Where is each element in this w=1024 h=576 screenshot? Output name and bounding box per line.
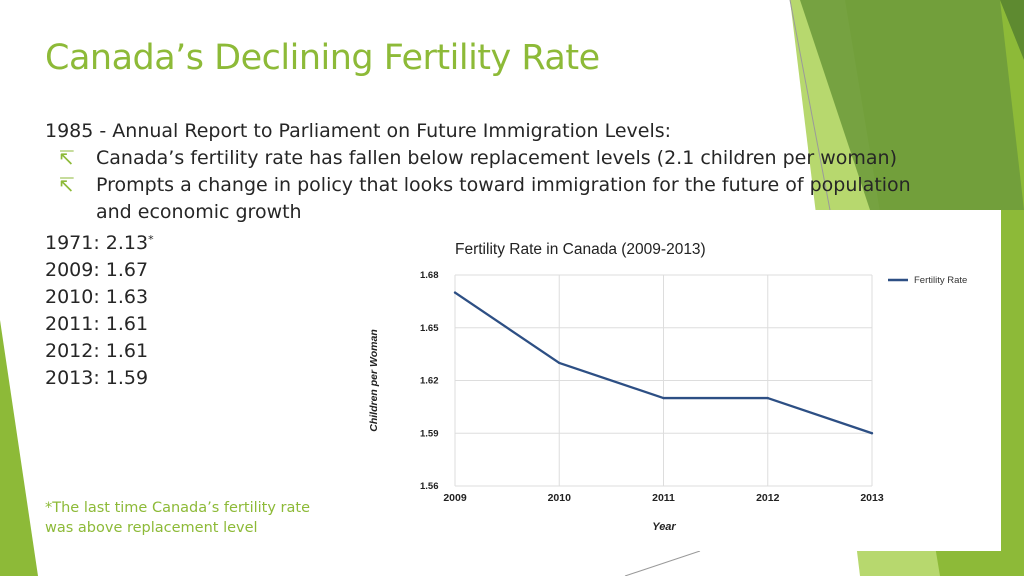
rate-line: 2011: 1.61 xyxy=(45,313,149,335)
rate-line: 1971: 2.13* xyxy=(45,226,995,257)
data-point xyxy=(453,291,457,294)
left-green-triangle xyxy=(0,320,38,576)
data-point xyxy=(558,361,561,365)
data-point xyxy=(662,396,665,400)
bottom-thin-line xyxy=(624,550,701,576)
chart-canvas: 1.56 1.59 1.62 1.65 1.68 2009 2010 2011 2012 2013… xyxy=(368,241,967,533)
bullet-item: ↸ Prompts a change in policy that looks … xyxy=(45,172,995,199)
footnote-line: *The last time Canada’s fertility rate xyxy=(45,500,310,516)
y-tick-label: 1.56 xyxy=(420,481,439,492)
arrow-bullet-icon: ↸ xyxy=(58,146,75,170)
slide-body: 1985 - Annual Report to Parliament on Fu… xyxy=(45,118,995,392)
arrow-bullet-icon: ↸ xyxy=(58,173,75,197)
x-tick-label: 2009 xyxy=(443,492,467,504)
fertility-chart: 1.56 1.59 1.62 1.65 1.68 2009 2010 2011 2012 2013… xyxy=(355,210,1001,551)
bullet-text: Canada’s fertility rate has fallen below… xyxy=(96,147,897,169)
right-top-accent xyxy=(1000,0,1024,60)
chart-title: Fertility Rate in Canada (2009-2013) xyxy=(455,241,706,258)
bullet-continuation: and economic growth xyxy=(96,201,302,223)
x-tick-label: 2012 xyxy=(756,492,780,504)
rate-text: 1971: 2.13 xyxy=(45,232,149,254)
x-axis-label: Year xyxy=(652,521,676,533)
rate-line: 2012: 1.61 xyxy=(45,340,149,362)
bullet-item: ↸ Canada’s fertility rate has fallen bel… xyxy=(45,145,995,172)
bullet-text: Prompts a change in policy that looks to… xyxy=(96,174,911,196)
y-tick-label: 1.65 xyxy=(420,323,439,334)
right-thin-line xyxy=(789,0,831,211)
slide-title: Canada’s Declining Fertility Rate xyxy=(45,38,600,78)
rate-line: 2009: 1.67 xyxy=(45,259,149,281)
rate-line: 2010: 1.63 xyxy=(45,286,149,308)
footnote-line: was above replacement level xyxy=(45,520,258,536)
intro-line: 1985 - Annual Report to Parliament on Fu… xyxy=(45,120,672,142)
right-dark-green-panel xyxy=(800,0,1024,210)
legend-label: Fertility Rate xyxy=(914,275,967,286)
y-tick-label: 1.68 xyxy=(420,270,439,281)
rate-line: 2013: 1.59 xyxy=(45,367,149,389)
x-tick-label: 2013 xyxy=(860,492,884,504)
data-point xyxy=(766,396,769,400)
footnote: *The last time Canada’s fertility rate w… xyxy=(45,498,310,538)
y-tick-label: 1.62 xyxy=(420,376,439,387)
y-axis-label: Children per Woman xyxy=(368,329,380,431)
x-tick-label: 2010 xyxy=(548,492,572,504)
y-tick-label: 1.59 xyxy=(420,428,439,439)
footnote-mark: * xyxy=(148,233,154,246)
x-tick-label: 2011 xyxy=(652,492,675,504)
data-point xyxy=(870,432,874,435)
